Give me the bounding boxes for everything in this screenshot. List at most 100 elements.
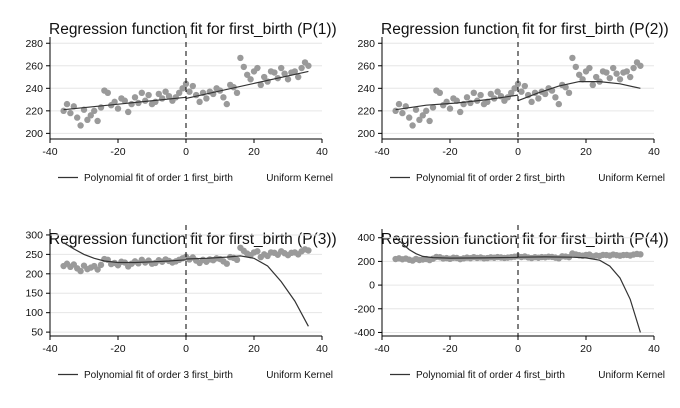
data-point: [114, 105, 122, 112]
fit-line-left: [395, 94, 519, 111]
data-point: [87, 112, 95, 119]
data-point: [416, 116, 423, 124]
data-point: [616, 76, 624, 83]
data-point: [295, 73, 302, 81]
data-point: [637, 62, 644, 69]
data-point: [508, 89, 515, 97]
data-point: [627, 73, 634, 81]
x-tick-label: 0: [515, 343, 521, 355]
legend-entry-fit: Polynomial fit of order 3 first_birth: [84, 370, 233, 381]
chart-title: Regression function fit for first_birth …: [49, 231, 337, 248]
data-point: [298, 64, 305, 72]
data-point: [162, 88, 169, 95]
data-point: [186, 88, 193, 95]
y-tick-label: 280: [25, 38, 43, 50]
data-point: [94, 266, 101, 273]
y-tick-label: 100: [25, 307, 43, 319]
data-point: [223, 260, 230, 267]
data-point: [504, 94, 511, 101]
data-point: [552, 94, 559, 101]
data-point: [586, 64, 593, 72]
data-point: [395, 100, 403, 108]
data-point: [281, 70, 288, 77]
data-point: [128, 100, 135, 108]
x-tick-label: 40: [648, 343, 660, 355]
data-point: [392, 107, 399, 115]
panel-1: Regression function fit for first_birth …: [25, 21, 336, 184]
data-point: [579, 76, 586, 83]
data-point: [97, 261, 105, 269]
fit-line-right: [517, 256, 641, 333]
data-point: [426, 117, 433, 125]
data-point: [165, 92, 173, 100]
data-point: [121, 97, 128, 104]
y-tick-label: 200: [25, 128, 43, 140]
data-point: [291, 68, 298, 75]
x-tick-label: 40: [316, 343, 328, 355]
legend-entry-kernel: Uniform Kernel: [266, 370, 333, 381]
data-point: [555, 100, 562, 108]
x-tick-label: 0: [183, 146, 189, 158]
fit-line-left: [395, 237, 519, 259]
y-tick-label: 200: [357, 256, 375, 268]
data-point: [518, 88, 525, 95]
data-point: [233, 256, 241, 264]
data-point: [77, 267, 84, 275]
data-point: [610, 64, 617, 72]
data-point: [135, 99, 142, 107]
data-point: [412, 106, 420, 113]
data-point: [111, 98, 118, 106]
data-point: [305, 62, 312, 69]
data-point: [261, 73, 268, 81]
x-tick-label: -40: [42, 146, 57, 158]
data-point: [182, 80, 190, 88]
fit-line-right: [185, 255, 309, 327]
data-point: [67, 109, 74, 117]
x-tick-label: 0: [515, 146, 521, 158]
data-point: [60, 107, 67, 115]
legend-entry-fit: Polynomial fit of order 4 first_birth: [416, 370, 565, 381]
y-tick-label: 220: [357, 105, 375, 117]
data-point: [463, 94, 471, 101]
data-point: [155, 90, 162, 98]
legend-entry-kernel: Uniform Kernel: [266, 173, 333, 184]
data-point: [457, 108, 464, 116]
y-tick-label: 200: [25, 268, 43, 280]
data-point: [223, 100, 230, 108]
chart-title: Regression function fit for first_birth …: [381, 231, 669, 248]
data-point: [528, 98, 535, 106]
data-point: [576, 71, 583, 78]
x-tick-label: -20: [110, 146, 125, 158]
fit-line-left: [63, 242, 187, 264]
data-point: [562, 83, 569, 91]
panel-2: Regression function fit for first_birth …: [357, 21, 668, 184]
data-point: [470, 89, 477, 97]
data-point: [94, 117, 101, 125]
x-tick-label: -20: [442, 343, 457, 355]
data-point: [142, 97, 149, 104]
y-tick-label: -400: [354, 327, 375, 339]
legend-entry-fit: Polynomial fit of order 2 first_birth: [416, 173, 565, 184]
data-point: [623, 68, 630, 75]
data-point: [514, 80, 522, 88]
data-point: [159, 95, 166, 102]
data-point: [406, 114, 413, 121]
x-tick-label: 20: [580, 146, 592, 158]
y-tick-label: 150: [25, 288, 43, 300]
data-point: [278, 64, 285, 72]
data-point: [77, 122, 84, 129]
y-tick-label: 280: [357, 38, 375, 50]
data-point: [74, 114, 81, 121]
y-tick-label: 50: [31, 327, 43, 339]
data-point: [572, 63, 579, 71]
legend-entry-kernel: Uniform Kernel: [598, 173, 665, 184]
data-point: [220, 94, 227, 101]
x-tick-label: -40: [374, 146, 389, 158]
data-point: [419, 112, 426, 119]
data-point: [233, 89, 241, 97]
panel-4: Regression function fit for first_birth …: [354, 225, 669, 381]
data-point: [203, 95, 210, 102]
y-tick-label: 240: [357, 83, 375, 95]
data-point: [589, 81, 596, 89]
